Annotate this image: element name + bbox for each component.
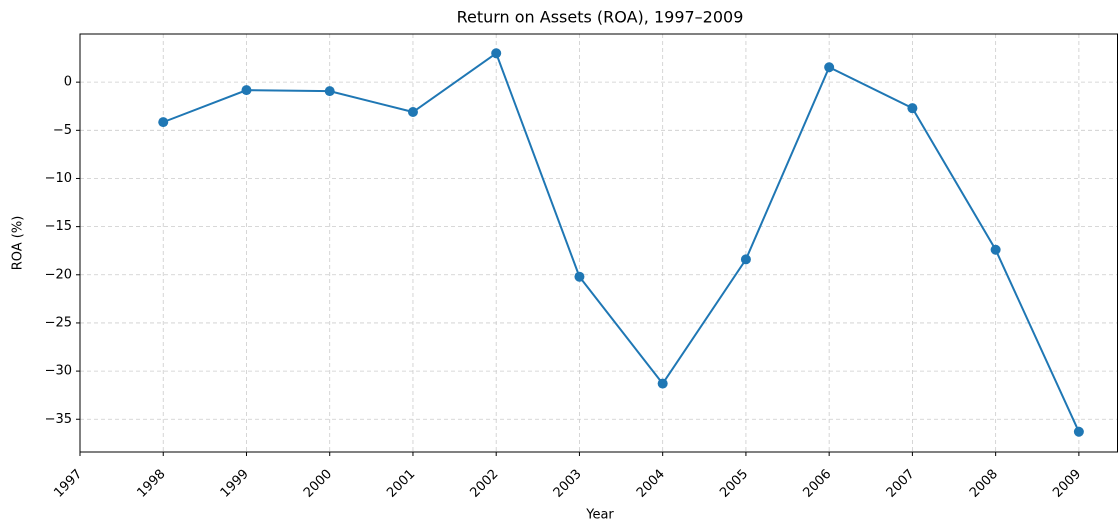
x-tick-label: 2008 xyxy=(967,467,1001,501)
x-tick-label: 2002 xyxy=(467,467,501,501)
point xyxy=(990,244,1001,255)
y-tick-label: 0 xyxy=(64,75,72,90)
y-tick-label: −10 xyxy=(45,171,72,186)
point xyxy=(1073,426,1084,437)
y-tick-label: −15 xyxy=(45,219,72,234)
y-tick-label: −20 xyxy=(45,267,72,282)
x-tick-label: 1997 xyxy=(51,467,85,501)
point xyxy=(158,117,169,128)
point xyxy=(324,86,335,97)
x-tick-label: 1998 xyxy=(135,467,169,501)
point xyxy=(657,378,668,389)
x-tick-label: 2005 xyxy=(717,467,751,501)
y-tick-label: −25 xyxy=(45,315,72,330)
x-tick-label: 2007 xyxy=(884,467,918,501)
point xyxy=(574,271,585,282)
y-tick-label: −35 xyxy=(45,412,72,427)
x-tick-label: 2003 xyxy=(551,467,585,501)
plot-frame xyxy=(79,33,1118,453)
y-axis-label: ROA (%) xyxy=(11,216,26,271)
line xyxy=(162,51,1080,433)
point xyxy=(407,107,418,118)
point xyxy=(491,48,502,59)
point xyxy=(907,103,918,114)
y-tick-label: −5 xyxy=(53,123,72,138)
x-tick-label: 2006 xyxy=(800,467,834,501)
x-tick-label: 2009 xyxy=(1050,467,1084,501)
x-tick-label: 1999 xyxy=(218,467,252,501)
y-tick-label: −30 xyxy=(45,364,72,379)
chart-title: Return on Assets (ROA), 1997–2009 xyxy=(457,8,744,27)
point xyxy=(824,62,835,73)
x-axis-label: Year xyxy=(585,508,614,522)
x-tick-label: 2000 xyxy=(301,467,335,501)
point xyxy=(740,254,751,265)
point xyxy=(241,85,252,96)
x-tick-label: 2004 xyxy=(634,467,668,501)
x-tick-label: 2001 xyxy=(384,467,418,501)
